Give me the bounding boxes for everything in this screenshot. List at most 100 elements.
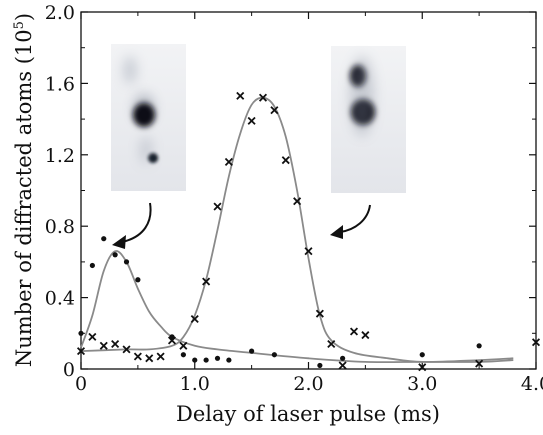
right-arrow <box>330 204 371 239</box>
dot-point <box>180 352 186 358</box>
y-axis-label-main: Number of diffracted atoms (10 <box>12 29 36 367</box>
cross-point <box>202 277 211 286</box>
dot-point <box>192 357 198 363</box>
y-tick-label: 0 <box>63 359 75 381</box>
cross-stroke <box>179 341 188 350</box>
dot-point <box>419 352 425 358</box>
dot-point <box>135 277 141 283</box>
cross-point <box>145 354 154 363</box>
cross-stroke <box>88 332 97 341</box>
cross-stroke <box>156 352 165 361</box>
cross-stroke <box>531 338 541 347</box>
dot-point <box>214 355 221 361</box>
cross-point <box>76 347 86 356</box>
cross-point <box>281 156 290 165</box>
cross-stroke <box>338 361 347 370</box>
cross-stroke <box>270 106 279 115</box>
cross-point <box>531 338 541 347</box>
dot-point <box>203 357 209 363</box>
cross-point <box>327 339 336 349</box>
cross-point <box>349 327 359 336</box>
cross-stroke <box>224 157 233 166</box>
y-tick-label: 0.8 <box>45 216 75 238</box>
cross-point <box>190 314 199 324</box>
x-tick-label: 3.0 <box>407 373 437 395</box>
y-axis-label-close: ) <box>12 13 36 21</box>
cross-stroke <box>475 359 484 368</box>
data-markers <box>76 91 541 372</box>
cross-stroke <box>133 352 142 361</box>
x-axis-label: Delay of laser pulse (ms) <box>176 402 440 426</box>
y-tick-labels: 0 0.4 0.8 1.2 1.6 2.0 <box>45 2 75 381</box>
dot-point <box>317 362 323 369</box>
cross-stroke <box>190 314 199 324</box>
cross-stroke <box>327 339 336 349</box>
cross-point <box>99 341 108 350</box>
left-absorption-image <box>111 44 186 191</box>
cross-stroke <box>213 202 222 211</box>
y-tick-label: 0.4 <box>45 288 75 310</box>
cross-stroke <box>418 363 427 372</box>
cross-point <box>122 345 131 354</box>
dot-point <box>101 236 107 242</box>
cross-point <box>247 116 256 125</box>
cross-point <box>293 197 302 206</box>
cross-point <box>315 309 324 318</box>
dot-point <box>123 259 130 265</box>
dot-point <box>340 355 346 361</box>
cross-point <box>258 93 268 102</box>
cross-stroke <box>247 116 256 125</box>
cross-point <box>236 91 245 100</box>
cross-point <box>111 339 120 349</box>
x-tick-label: 4.0 <box>521 373 543 395</box>
cross-point <box>361 331 370 340</box>
y-tick-label: 1.2 <box>45 145 75 167</box>
cross-stroke <box>361 331 370 340</box>
x-tick-label: 0 <box>75 373 87 395</box>
y-tick-label: 2.0 <box>45 2 75 24</box>
dot-point <box>78 330 84 336</box>
cross-stroke <box>281 156 290 165</box>
right-absorption-image <box>331 46 406 193</box>
cross-stroke <box>236 91 245 100</box>
dot-point <box>249 348 255 354</box>
cross-stroke <box>304 247 313 256</box>
dot-point <box>271 352 277 358</box>
cross-point <box>133 352 142 361</box>
cross-stroke <box>202 277 211 286</box>
cross-stroke <box>122 345 131 354</box>
cross-stroke <box>99 341 108 350</box>
cross-point <box>338 361 347 370</box>
cross-stroke <box>293 197 302 206</box>
cross-stroke <box>145 354 154 363</box>
cross-point <box>156 352 165 361</box>
dot-point <box>476 343 482 349</box>
dot-point <box>89 262 95 269</box>
cross-point <box>304 247 313 256</box>
cross-stroke <box>315 309 324 318</box>
cross-point <box>270 106 279 115</box>
cross-stroke <box>76 347 86 356</box>
cross-point <box>167 336 177 345</box>
cross-stroke <box>258 93 268 102</box>
y-axis-label: Number of diffracted atoms (105) <box>12 13 36 367</box>
x-tick-label: 1.0 <box>180 373 210 395</box>
x-tick-label: 2.0 <box>293 373 323 395</box>
cross-point <box>179 341 188 350</box>
cross-point <box>88 332 97 341</box>
cross-stroke <box>167 336 177 345</box>
cross-point <box>224 157 233 166</box>
cross-point <box>418 363 427 372</box>
cross-point <box>475 359 484 368</box>
x-tick-labels: 0 1.0 2.0 3.0 4.0 <box>75 373 543 395</box>
cross-point <box>213 202 222 211</box>
fit-curve-1 <box>80 250 514 364</box>
cross-stroke <box>111 339 120 349</box>
y-tick-label: 1.6 <box>45 73 75 95</box>
y-axis-label-exponent: 5 <box>12 21 27 29</box>
cross-stroke <box>349 327 359 336</box>
left-arrow <box>112 202 152 249</box>
dot-point <box>226 357 232 363</box>
dot-point <box>112 252 118 258</box>
